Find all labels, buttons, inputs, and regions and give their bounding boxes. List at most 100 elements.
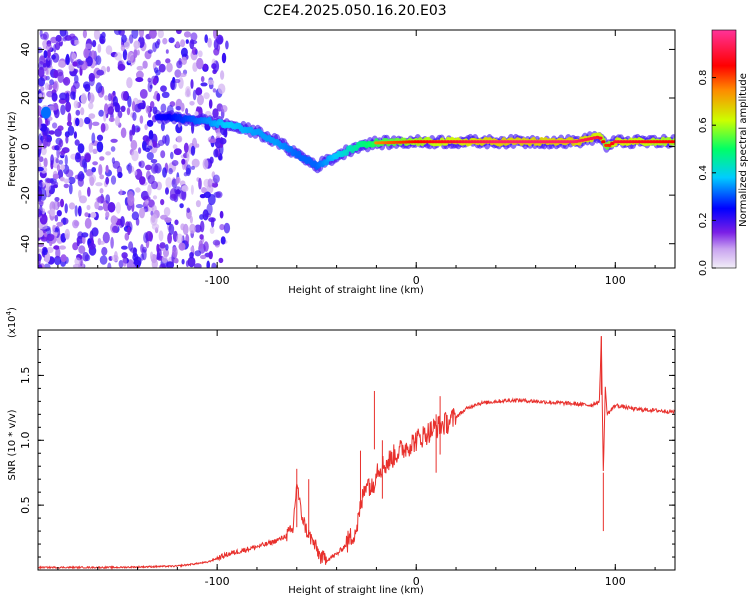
spectrogram-cell <box>218 155 223 161</box>
spectrogram-ytick-label: 0 <box>19 143 32 150</box>
spectrogram-cell <box>151 223 160 230</box>
snr-ytick-label: 1.0 <box>19 432 32 450</box>
spectrogram-cell <box>190 32 198 41</box>
spectrogram-cell <box>92 148 98 154</box>
spectrogram-cell <box>175 106 182 111</box>
spectrogram-cell <box>99 174 105 180</box>
spectrogram-cell <box>133 49 138 58</box>
spectrogram-cell <box>88 174 97 184</box>
spectrogram-axes: -100 0 100 -40 -20 0 20 40 <box>19 30 675 287</box>
spectrogram-cell <box>112 225 119 233</box>
spectrogram-cell <box>39 213 48 225</box>
spectrogram-cell <box>146 152 154 160</box>
spectrogram-cell <box>121 252 128 259</box>
spectrogram-cell <box>207 37 212 48</box>
spectrogram-cell <box>160 85 167 92</box>
snr-ytick-label: 0.5 <box>19 496 32 514</box>
spectrogram-cell <box>171 160 179 166</box>
spectrogram-cell <box>120 105 126 113</box>
spectrogram-cell <box>221 105 228 113</box>
spectrogram-cell <box>38 166 44 172</box>
spectrogram-cell <box>139 176 146 185</box>
spectrogram-cell <box>57 201 61 208</box>
spectrogram-cell <box>90 212 97 218</box>
spectrogram-cell <box>56 210 62 217</box>
spectrogram-cell <box>207 178 213 188</box>
snr-ylabel: SNR (10 * v/v) <box>7 409 18 480</box>
spectrogram-ytick-label: 40 <box>19 42 32 56</box>
spectrogram-cell <box>69 33 76 39</box>
spectrogram-cell <box>73 39 80 45</box>
spectrogram-cell <box>186 150 190 162</box>
snr-xtick-label: 0 <box>413 575 420 588</box>
spectrogram-cell <box>63 76 71 86</box>
spectrogram-cell <box>156 38 161 46</box>
spectrogram-cell <box>88 242 96 250</box>
spectrogram-cell <box>46 185 49 197</box>
spectrogram-cell <box>200 254 207 260</box>
spectrogram-cell <box>185 164 192 175</box>
spectrogram-cell <box>84 217 92 229</box>
spectrogram-cell <box>99 156 105 161</box>
spectrogram-cell <box>195 143 200 148</box>
snr-panel: -100 0 100 0.5 1.0 1.5 Height of straight lin… <box>5 307 676 596</box>
spectrogram-ridge-core <box>598 136 603 140</box>
spectrogram-cell <box>97 195 105 204</box>
spectrogram-cell <box>77 231 84 240</box>
spectrogram-cell <box>161 255 168 264</box>
spectrogram-cell <box>166 62 173 73</box>
spectrogram-cell <box>208 217 216 223</box>
spectrogram-cell <box>159 263 166 268</box>
spectrogram-cell <box>42 248 48 256</box>
spectrogram-cell <box>209 156 214 164</box>
spectrogram-cell <box>82 158 87 169</box>
spectrogram-cell <box>139 30 144 38</box>
spectrogram-cell <box>172 144 178 150</box>
spectrogram-cell <box>74 205 78 217</box>
spectrogram-cell <box>208 138 217 143</box>
spectrogram-cell <box>139 89 148 99</box>
spectrogram-cell <box>162 167 167 178</box>
spectrogram-cell <box>189 39 195 50</box>
spectrogram-cell <box>180 47 188 58</box>
spectrogram-ridge-core <box>672 140 675 144</box>
spectrogram-cell <box>147 112 152 118</box>
spectrogram-cell <box>139 115 144 124</box>
spectrogram-cell <box>98 109 105 117</box>
spectrogram-cells <box>38 30 675 268</box>
spectrogram-cell <box>110 236 114 249</box>
spectrogram-cell <box>65 55 71 66</box>
spectrogram-cell <box>203 63 208 71</box>
spectrogram-cell <box>192 89 197 101</box>
spectrogram-cell <box>165 49 169 54</box>
spectrogram-cell <box>140 244 144 253</box>
spectrogram-cell <box>105 164 109 174</box>
spectrogram-cell <box>83 48 90 59</box>
spectrogram-cell <box>179 72 187 78</box>
spectrogram-cell <box>103 110 107 122</box>
spectrogram-feature <box>40 106 51 119</box>
spectrogram-cell <box>174 78 181 84</box>
spectrogram-cell <box>155 59 161 66</box>
spectrogram-cell <box>150 163 159 174</box>
spectrogram-cell <box>40 33 48 40</box>
spectrogram-cell <box>74 257 81 266</box>
spectrogram-cell <box>70 91 76 100</box>
spectrogram-cell <box>180 102 185 112</box>
spectrogram-cell <box>147 184 152 197</box>
spectrogram-cell <box>88 72 96 82</box>
spectrogram-ridge-core <box>610 141 615 146</box>
spectrogram-cell <box>107 106 115 115</box>
spectrogram-cell <box>51 181 59 187</box>
spectrogram-cell <box>38 196 42 202</box>
spectrogram-cell <box>117 110 123 119</box>
spectrogram-cell <box>39 200 44 207</box>
spectrogram-panel: -100 0 100 -40 -20 0 20 40 Height of straight l… <box>7 29 676 296</box>
spectrogram-cell <box>160 199 165 206</box>
spectrogram-cell <box>80 107 85 116</box>
spectrogram-xtick-label: 100 <box>605 274 626 287</box>
spectrogram-cell <box>107 262 112 268</box>
spectrogram-cell <box>211 262 217 268</box>
spectrogram-cell <box>60 150 66 155</box>
colorbar-label: Normalized spectral amplitude <box>738 73 749 227</box>
